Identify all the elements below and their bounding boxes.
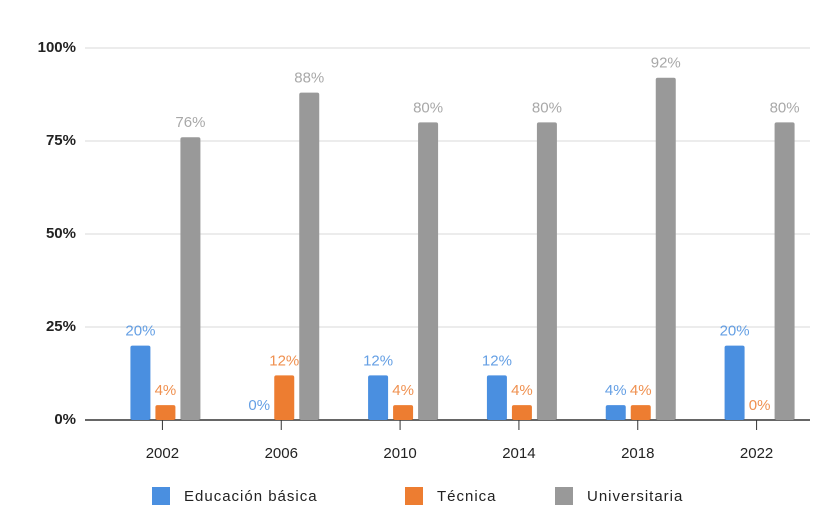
data-label: 4% [630, 382, 652, 399]
data-label: 80% [413, 99, 443, 116]
bar [418, 122, 439, 421]
y-tick-label: 50% [46, 225, 76, 242]
y-tick-label: 75% [46, 132, 76, 149]
bar [299, 92, 320, 420]
data-label: 20% [125, 323, 155, 340]
bar [486, 375, 507, 420]
bar [630, 405, 651, 420]
x-tick-label: 2010 [383, 445, 416, 462]
x-tick-label: 2018 [621, 445, 654, 462]
data-label: 76% [175, 114, 205, 131]
bar [605, 405, 626, 420]
y-tick-label: 100% [38, 39, 76, 56]
bar [274, 375, 295, 420]
data-label: 4% [155, 382, 177, 399]
x-tick-label: 2014 [502, 445, 535, 462]
bar [393, 405, 414, 420]
data-label: 12% [482, 352, 512, 369]
bar [724, 345, 745, 420]
data-label: 4% [605, 382, 627, 399]
legend-label: Técnica [437, 488, 497, 505]
x-tick-label: 2006 [265, 445, 298, 462]
bar [368, 375, 389, 420]
data-label: 80% [770, 99, 800, 116]
y-tick-label: 25% [46, 318, 76, 335]
data-label: 12% [269, 352, 299, 369]
legend-swatch [152, 487, 170, 505]
bar [511, 405, 532, 420]
data-label: 4% [392, 382, 414, 399]
bar [130, 345, 151, 420]
bar [774, 122, 795, 421]
legend-swatch [405, 487, 423, 505]
bar [536, 122, 557, 421]
x-tick-label: 2002 [146, 445, 179, 462]
legend-label: Universitaria [587, 488, 683, 505]
data-label: 88% [294, 70, 324, 87]
x-tick-label: 2022 [740, 445, 773, 462]
legend-swatch [555, 487, 573, 505]
bar [180, 137, 201, 420]
y-tick-label: 0% [54, 411, 76, 428]
bar [155, 405, 176, 420]
legend-label: Educación básica [184, 488, 318, 505]
data-label: 4% [511, 382, 533, 399]
data-label: 0% [749, 397, 771, 414]
data-label: 12% [363, 352, 393, 369]
data-label: 80% [532, 99, 562, 116]
data-label: 0% [248, 397, 270, 414]
bar [655, 77, 676, 420]
data-label: 20% [720, 323, 750, 340]
data-label: 92% [651, 55, 681, 72]
